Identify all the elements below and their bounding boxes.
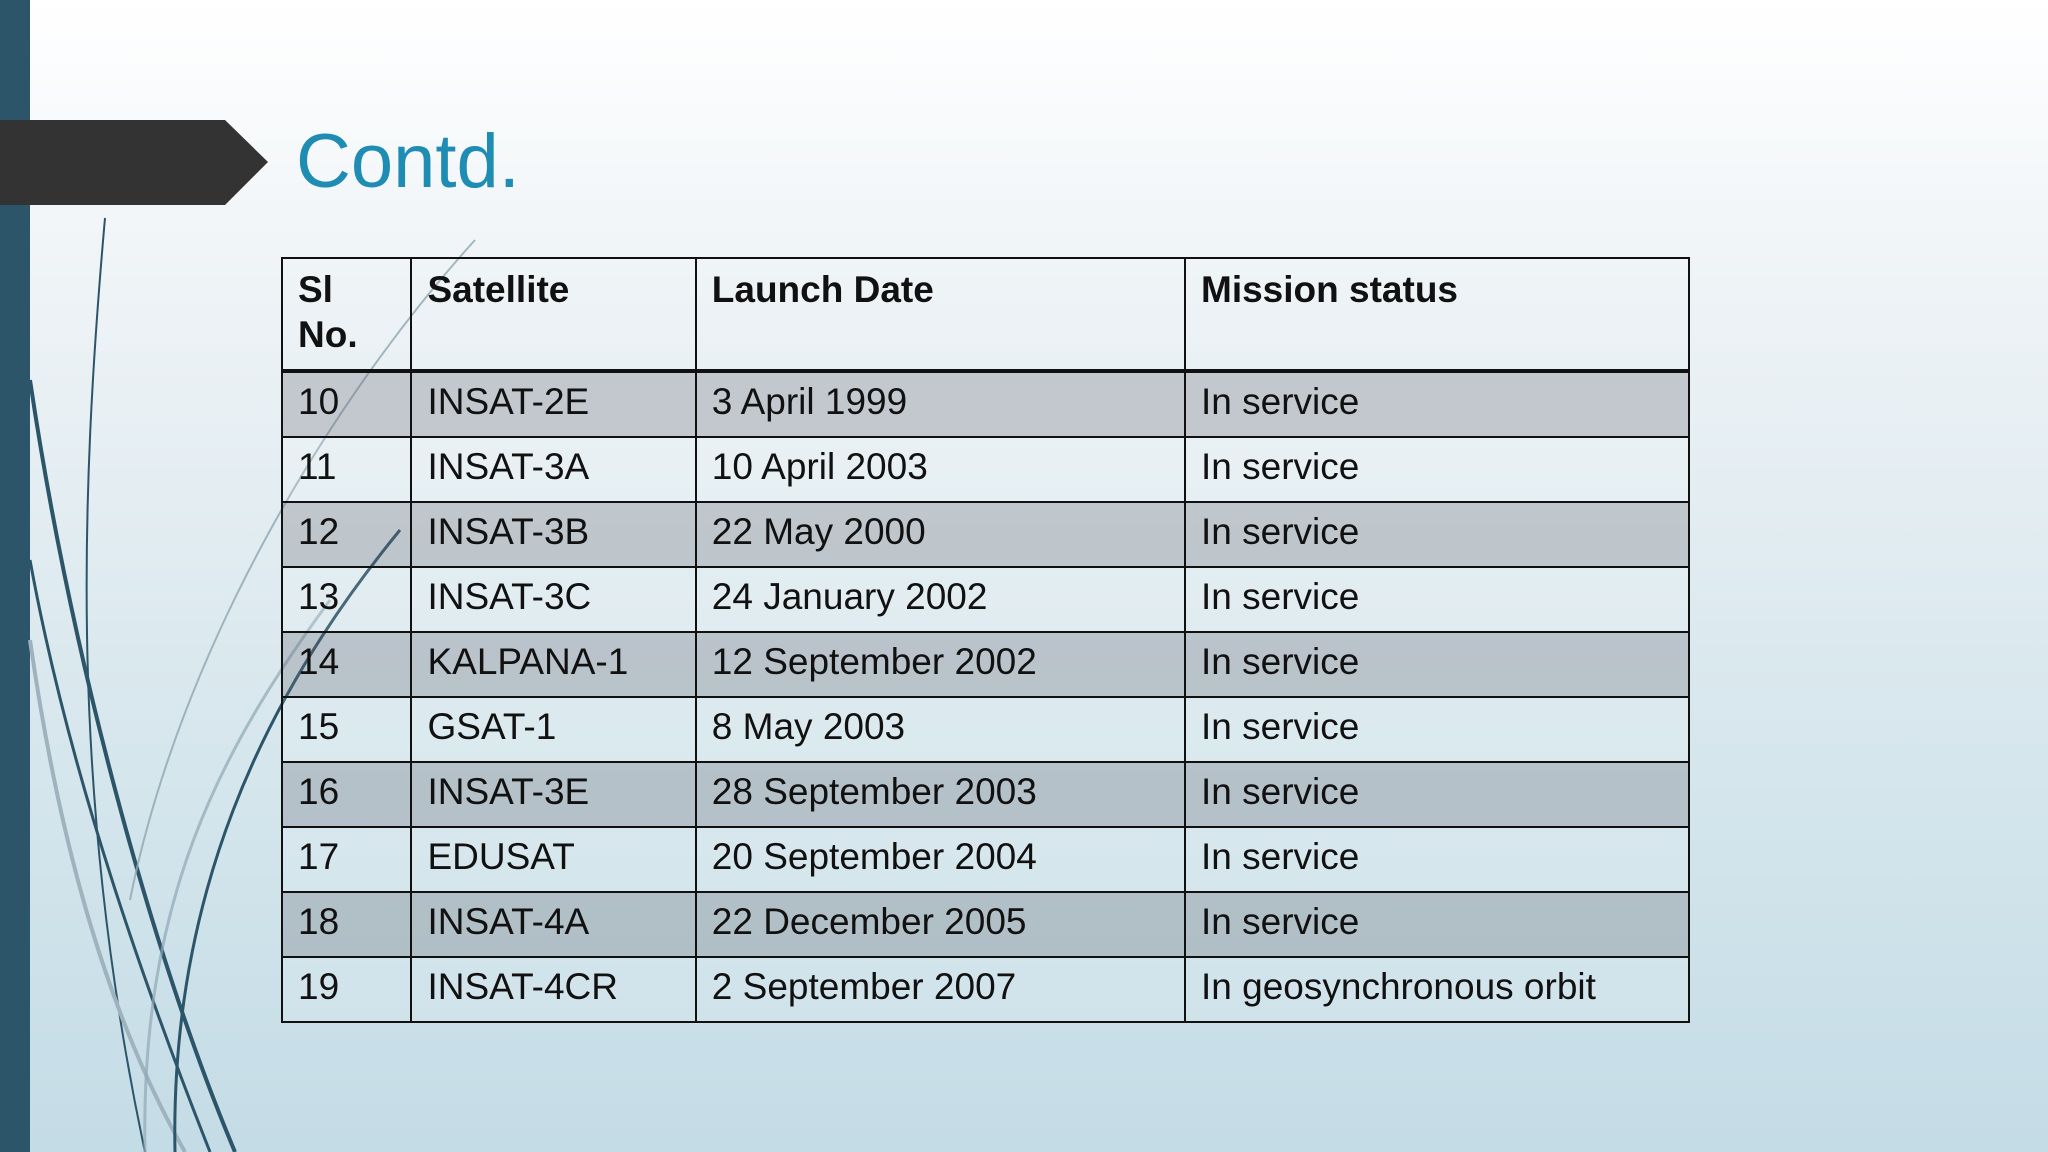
cell-launch-date: 22 December 2005: [694, 891, 1187, 958]
decorative-curve: [85, 217, 146, 1152]
column-header-launch-date: Launch Date: [694, 257, 1187, 373]
header-sl-line1: Sl: [298, 269, 333, 310]
cell-mission-status: In service: [1184, 370, 1690, 438]
cell-satellite: KALPANA-1: [410, 631, 697, 698]
cell-satellite: INSAT-3E: [410, 761, 697, 828]
cell-sl-no: 15: [280, 696, 413, 763]
table-row: 15 GSAT-1 8 May 2003 In service: [280, 696, 1690, 763]
cell-sl-no: 19: [280, 956, 413, 1023]
cell-sl-no: 13: [280, 566, 413, 633]
table-row: 11 INSAT-3A 10 April 2003 In service: [280, 436, 1690, 503]
satellite-table: Sl No. Satellite Launch Date Mission stat…: [280, 257, 1690, 1023]
cell-satellite: INSAT-3A: [410, 436, 697, 503]
cell-launch-date: 28 September 2003: [694, 761, 1187, 828]
decorative-curve: [28, 639, 187, 1152]
cell-mission-status: In service: [1184, 436, 1690, 503]
decorative-curve: [28, 379, 237, 1152]
cell-launch-date: 2 September 2007: [694, 956, 1187, 1023]
table-row: 10 INSAT-2E 3 April 1999 In service: [280, 370, 1690, 438]
cell-sl-no: 14: [280, 631, 413, 698]
cell-sl-no: 12: [280, 501, 413, 568]
cell-sl-no: 17: [280, 826, 413, 893]
cell-mission-status: In service: [1184, 696, 1690, 763]
cell-launch-date: 3 April 1999: [694, 370, 1187, 438]
column-header-sl-no: Sl No.: [280, 257, 413, 373]
cell-mission-status: In service: [1184, 761, 1690, 828]
slide-title: Contd.: [296, 119, 520, 204]
cell-mission-status: In service: [1184, 891, 1690, 958]
cell-launch-date: 24 January 2002: [694, 566, 1187, 633]
cell-satellite: INSAT-4A: [410, 891, 697, 958]
cell-mission-status: In service: [1184, 826, 1690, 893]
cell-sl-no: 10: [280, 370, 413, 438]
cell-launch-date: 12 September 2002: [694, 631, 1187, 698]
table-row: 17 EDUSAT 20 September 2004 In service: [280, 826, 1690, 893]
cell-satellite: INSAT-3B: [410, 501, 697, 568]
cell-mission-status: In service: [1184, 631, 1690, 698]
cell-mission-status: In service: [1184, 566, 1690, 633]
cell-mission-status: In service: [1184, 501, 1690, 568]
table-row: 13 INSAT-3C 24 January 2002 In service: [280, 566, 1690, 633]
table-row: 12 INSAT-3B 22 May 2000 In service: [280, 501, 1690, 568]
table-row: 16 INSAT-3E 28 September 2003 In service: [280, 761, 1690, 828]
table-header-row: Sl No. Satellite Launch Date Mission stat…: [280, 257, 1690, 373]
cell-sl-no: 18: [280, 891, 413, 958]
decorative-curve: [28, 559, 212, 1152]
cell-satellite: INSAT-2E: [410, 370, 697, 438]
cell-launch-date: 20 September 2004: [694, 826, 1187, 893]
column-header-satellite: Satellite: [410, 257, 697, 373]
table-row: 18 INSAT-4A 22 December 2005 In service: [280, 891, 1690, 958]
table-row: 14 KALPANA-1 12 September 2002 In servic…: [280, 631, 1690, 698]
cell-satellite: INSAT-3C: [410, 566, 697, 633]
cell-launch-date: 22 May 2000: [694, 501, 1187, 568]
cell-satellite: INSAT-4CR: [410, 956, 697, 1023]
table-row: 19 INSAT-4CR 2 September 2007 In geosync…: [280, 956, 1690, 1023]
cell-launch-date: 10 April 2003: [694, 436, 1187, 503]
cell-satellite: EDUSAT: [410, 826, 697, 893]
cell-launch-date: 8 May 2003: [694, 696, 1187, 763]
header-sl-line2: No.: [298, 314, 358, 355]
cell-sl-no: 16: [280, 761, 413, 828]
cell-sl-no: 11: [280, 436, 413, 503]
cell-satellite: GSAT-1: [410, 696, 697, 763]
cell-mission-status: In geosynchronous orbit: [1184, 956, 1690, 1023]
column-header-mission-status: Mission status: [1184, 257, 1690, 373]
title-arrow-shape: [0, 120, 268, 205]
